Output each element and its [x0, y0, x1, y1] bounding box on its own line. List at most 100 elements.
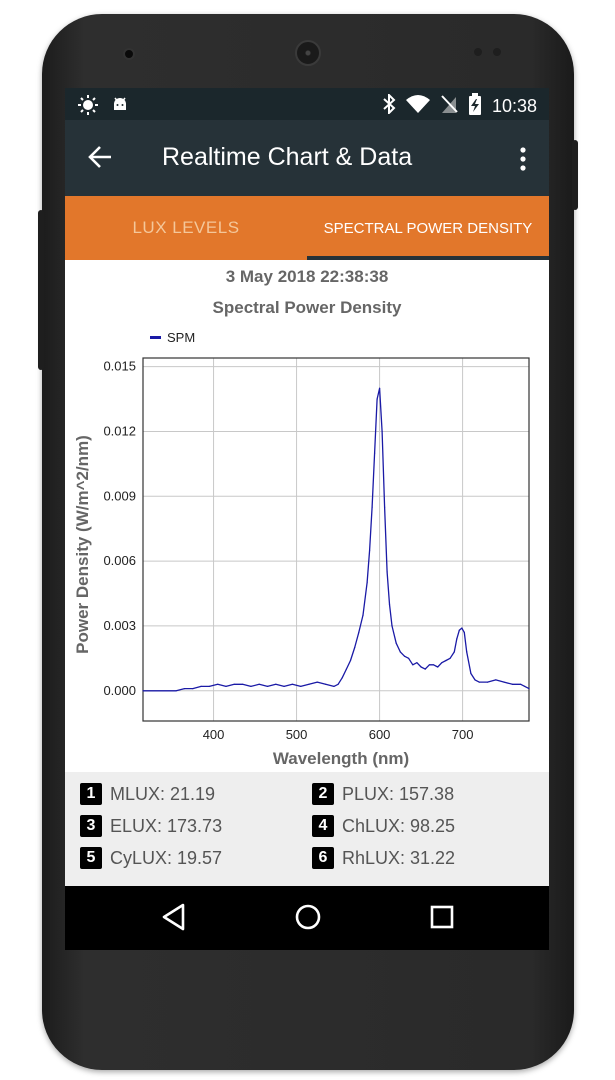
- data-point: [200, 685, 202, 687]
- light-sensor: [493, 48, 501, 56]
- data-point: [461, 627, 463, 629]
- data-point: [175, 690, 177, 692]
- data-point: [486, 681, 489, 683]
- data-point: [424, 668, 426, 670]
- overflow-menu-icon[interactable]: [519, 146, 527, 177]
- tab-indicator: [307, 256, 549, 260]
- lux-badge: 1: [80, 783, 102, 805]
- data-point: [266, 685, 269, 687]
- data-point: [208, 685, 210, 687]
- x-tick-label: 400: [203, 727, 225, 742]
- data-point: [275, 683, 277, 685]
- side-button-right: [572, 140, 578, 210]
- x-axis-label: Wavelength (nm): [273, 749, 409, 768]
- data-point: [369, 549, 371, 551]
- lux-readings-panel: 1 MLUX: 21.19 2 PLUX: 157.38 3 ELUX: 173.73 4 C…: [65, 772, 549, 886]
- lux-reading: 5 CyLUX: 19.57: [80, 846, 222, 870]
- y-axis-label: Power Density (W/m^2/nm): [73, 435, 92, 654]
- lux-badge: 6: [312, 847, 334, 869]
- data-point: [374, 452, 376, 454]
- bluetooth-icon: [382, 92, 396, 119]
- data-point: [354, 646, 356, 649]
- lux-badge: 3: [80, 815, 102, 837]
- data-point: [379, 387, 381, 389]
- data-point: [183, 688, 186, 690]
- data-point: [463, 631, 465, 633]
- data-point: [432, 664, 435, 666]
- clock: 10:38: [491, 96, 537, 116]
- lux-reading: 2 PLUX: 157.38: [312, 782, 454, 806]
- spectral-chart[interactable]: 400 500 600 700 0.000 0.003 0.006 0.009 0.012 0.0…: [65, 260, 549, 772]
- data-point: [386, 571, 388, 573]
- data-point: [142, 690, 144, 692]
- data-point: [399, 651, 401, 653]
- data-point: [376, 398, 378, 400]
- lux-badge: 2: [312, 783, 334, 805]
- data-point: [366, 582, 368, 584]
- data-point: [412, 664, 414, 666]
- x-tick-label: 500: [286, 727, 308, 742]
- data-point: [437, 666, 439, 668]
- y-tick-label: 0.006: [103, 553, 136, 568]
- data-point: [242, 683, 244, 685]
- lux-reading-text: ChLUX: 98.25: [342, 815, 456, 836]
- data-point: [345, 668, 347, 670]
- data-point: [528, 688, 530, 690]
- data-point: [408, 657, 410, 659]
- legend-label: SPM: [167, 330, 195, 345]
- y-tick-label: 0.015: [103, 359, 136, 374]
- data-point: [524, 685, 526, 687]
- plot-frame: [142, 357, 530, 722]
- page-title: Realtime Chart & Data: [162, 143, 413, 171]
- data-point: [192, 688, 194, 690]
- data-point: [337, 683, 339, 685]
- tab-spectral-power-density[interactable]: SPECTRAL POWER DENSITY: [323, 219, 533, 237]
- data-point: [325, 683, 327, 685]
- data-point: [466, 651, 468, 653]
- data-point: [441, 662, 443, 664]
- tab-bar: LUX LEVELS SPECTRAL POWER DENSITY: [65, 196, 549, 260]
- data-point: [445, 659, 447, 662]
- nav-back-icon[interactable]: [161, 902, 185, 937]
- back-arrow-icon[interactable]: [87, 144, 113, 175]
- data-point: [470, 672, 472, 675]
- data-point: [283, 685, 285, 687]
- data-point: [225, 685, 227, 687]
- chart-title: Spectral Power Density: [212, 298, 402, 317]
- data-point: [381, 430, 383, 433]
- data-point: [449, 657, 451, 659]
- x-tick-label: 600: [369, 727, 391, 742]
- data-point: [308, 683, 310, 685]
- tab-lux-levels[interactable]: LUX LEVELS: [132, 218, 240, 237]
- data-point: [388, 603, 391, 605]
- data-point: [258, 683, 260, 685]
- lux-reading: 1 MLUX: 21.19: [80, 782, 215, 806]
- data-point: [300, 685, 302, 687]
- lux-reading: 6 RhLUX: 31.22: [312, 846, 455, 870]
- data-point: [291, 683, 293, 685]
- data-point: [341, 677, 343, 679]
- nav-home-icon[interactable]: [294, 902, 322, 937]
- data-point: [391, 625, 393, 627]
- data-point: [428, 664, 430, 666]
- lux-reading: 3 ELUX: 173.73: [80, 814, 222, 838]
- wifi-icon: [405, 94, 430, 119]
- legend-swatch: [150, 336, 161, 339]
- lux-reading-text: CyLUX: 19.57: [110, 847, 223, 868]
- y-tick-label: 0.009: [103, 488, 136, 503]
- data-point: [453, 651, 455, 653]
- data-point: [217, 683, 219, 685]
- speaker-grille: [295, 40, 321, 66]
- data-point: [233, 683, 235, 685]
- lux-reading-text: PLUX: 157.38: [342, 783, 455, 804]
- data-point: [478, 681, 480, 683]
- lux-badge: 4: [312, 815, 334, 837]
- lux-badge: 5: [80, 847, 102, 869]
- timestamp: 3 May 2018 22:38:38: [225, 267, 389, 286]
- front-camera: [123, 48, 135, 60]
- data-point: [333, 685, 335, 687]
- chart-area: 400 500 600 700 0.000 0.003 0.006 0.009 0.012 0.0…: [65, 260, 549, 772]
- data-point: [349, 659, 352, 662]
- nav-recents-icon[interactable]: [430, 902, 454, 937]
- data-point: [403, 655, 406, 657]
